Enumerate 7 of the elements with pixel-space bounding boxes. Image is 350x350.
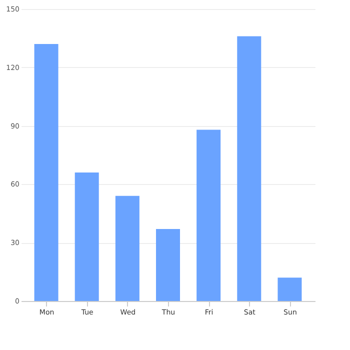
bar	[237, 36, 262, 301]
bar	[74, 172, 99, 301]
bar	[156, 228, 180, 301]
bar	[196, 130, 221, 301]
bar	[115, 196, 140, 301]
bar	[278, 278, 302, 301]
bar	[34, 44, 58, 301]
